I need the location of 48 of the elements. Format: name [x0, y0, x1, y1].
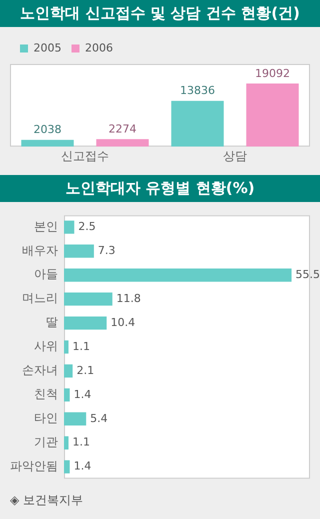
bar: [64, 244, 94, 258]
chart-title: 노인학대자 유형별 현황(%): [0, 175, 320, 202]
y-tick-label: 본인: [34, 219, 58, 234]
bar: [64, 412, 86, 426]
data-label: 1.1: [72, 436, 90, 449]
bar: [64, 220, 74, 234]
data-label: 1.4: [74, 388, 92, 401]
y-tick-label: 딸: [46, 315, 58, 330]
bar: [21, 140, 74, 147]
x-tick-label: 신고접수: [61, 148, 109, 163]
data-label: 11.8: [116, 292, 141, 305]
bar: [64, 292, 112, 306]
data-label: 2038: [34, 123, 62, 136]
data-label: 1.4: [74, 460, 92, 473]
bar: [96, 139, 149, 147]
data-label: 10.4: [110, 316, 136, 329]
bar: [171, 100, 224, 147]
data-label: 1.1: [72, 340, 90, 353]
data-label: 2274: [108, 122, 136, 136]
y-tick-label: 며느리: [22, 291, 58, 306]
bar: [64, 388, 70, 402]
data-label: 2.1: [76, 364, 94, 377]
y-tick-label: 파악안됨: [10, 458, 58, 473]
y-tick-label: 기관: [34, 434, 58, 449]
legend-label: 2006: [84, 41, 113, 54]
data-label: 13836: [180, 84, 215, 98]
y-tick-label: 사위: [34, 339, 58, 354]
bar: [64, 268, 292, 282]
y-tick-label: 손자녀: [22, 363, 58, 378]
bar: [64, 460, 70, 474]
data-label: 19092: [255, 66, 290, 80]
chart-title: 노인학대 신고접수 및 상담 건수 현황(건): [0, 0, 320, 27]
y-tick-label: 아들: [34, 267, 58, 282]
y-tick-label: 친척: [34, 387, 58, 402]
data-label: 2.5: [78, 220, 96, 234]
bar: [64, 364, 73, 378]
legend-label: 2005: [34, 41, 62, 54]
bar: [64, 436, 69, 450]
data-label: 7.3: [98, 244, 116, 258]
y-tick-label: 타인: [34, 411, 58, 426]
text: ◈ 보건복지부: [9, 492, 84, 509]
data-label: 5.4: [90, 412, 108, 425]
bar: [64, 340, 69, 354]
bar: [246, 84, 299, 147]
data-label: 55.5: [296, 268, 320, 281]
bar: [64, 316, 107, 330]
y-tick-label: 배우자: [22, 243, 58, 258]
x-tick-label: 상담: [223, 148, 247, 163]
